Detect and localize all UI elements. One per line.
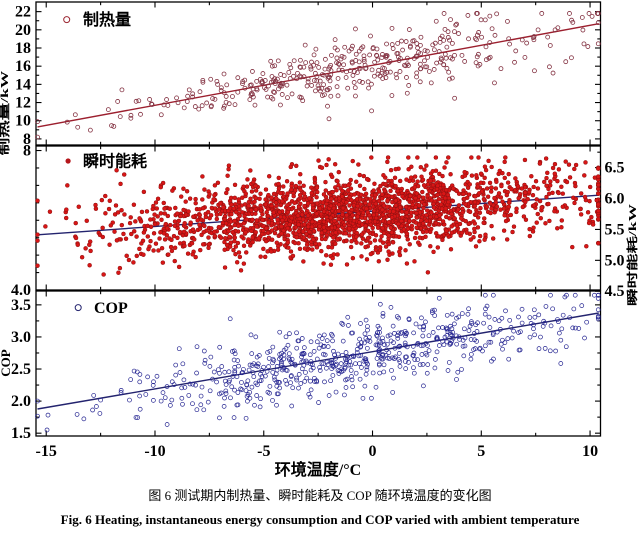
svg-text:图 6 测试期内制热量、瞬时能耗及 COP 随环境温度的变化: 图 6 测试期内制热量、瞬时能耗及 COP 随环境温度的变化图 (148, 488, 491, 503)
svg-text:5.5: 5.5 (605, 221, 625, 238)
svg-text:20: 20 (15, 22, 31, 39)
svg-text:14: 14 (15, 76, 31, 93)
svg-text:制热量/kW: 制热量/kW (0, 70, 11, 155)
svg-text:制热量: 制热量 (83, 10, 131, 29)
svg-text:-15: -15 (36, 443, 57, 460)
svg-text:-10: -10 (144, 443, 165, 460)
svg-text:环境温度/°C: 环境温度/°C (275, 460, 361, 479)
svg-text:COP: COP (94, 300, 128, 317)
svg-text:Fig. 6 Heating, instantaneous: Fig. 6 Heating, instantaneous energy con… (61, 512, 580, 527)
svg-text:8: 8 (23, 143, 31, 160)
svg-text:22: 22 (15, 4, 31, 21)
svg-text:18: 18 (15, 40, 31, 57)
svg-text:3.0: 3.0 (11, 329, 31, 346)
svg-text:2.5: 2.5 (11, 361, 31, 378)
svg-text:-5: -5 (257, 443, 270, 460)
svg-text:4.5: 4.5 (605, 283, 625, 300)
svg-text:6.0: 6.0 (605, 191, 625, 208)
svg-text:0: 0 (369, 443, 377, 460)
svg-text:12: 12 (15, 95, 31, 112)
svg-text:5: 5 (477, 443, 485, 460)
svg-text:10: 10 (15, 113, 31, 130)
svg-text:16: 16 (15, 58, 31, 75)
svg-text:瞬时能耗: 瞬时能耗 (83, 152, 147, 171)
svg-text:10: 10 (582, 443, 598, 460)
svg-text:3.5: 3.5 (11, 297, 31, 314)
svg-text:COP: COP (0, 349, 13, 377)
svg-text:瞬时能耗/kW: 瞬时能耗/kW (626, 203, 639, 306)
svg-text:2.0: 2.0 (11, 393, 31, 410)
svg-text:5.0: 5.0 (605, 252, 625, 269)
svg-text:6.5: 6.5 (605, 160, 625, 177)
svg-text:1.5: 1.5 (11, 425, 31, 442)
